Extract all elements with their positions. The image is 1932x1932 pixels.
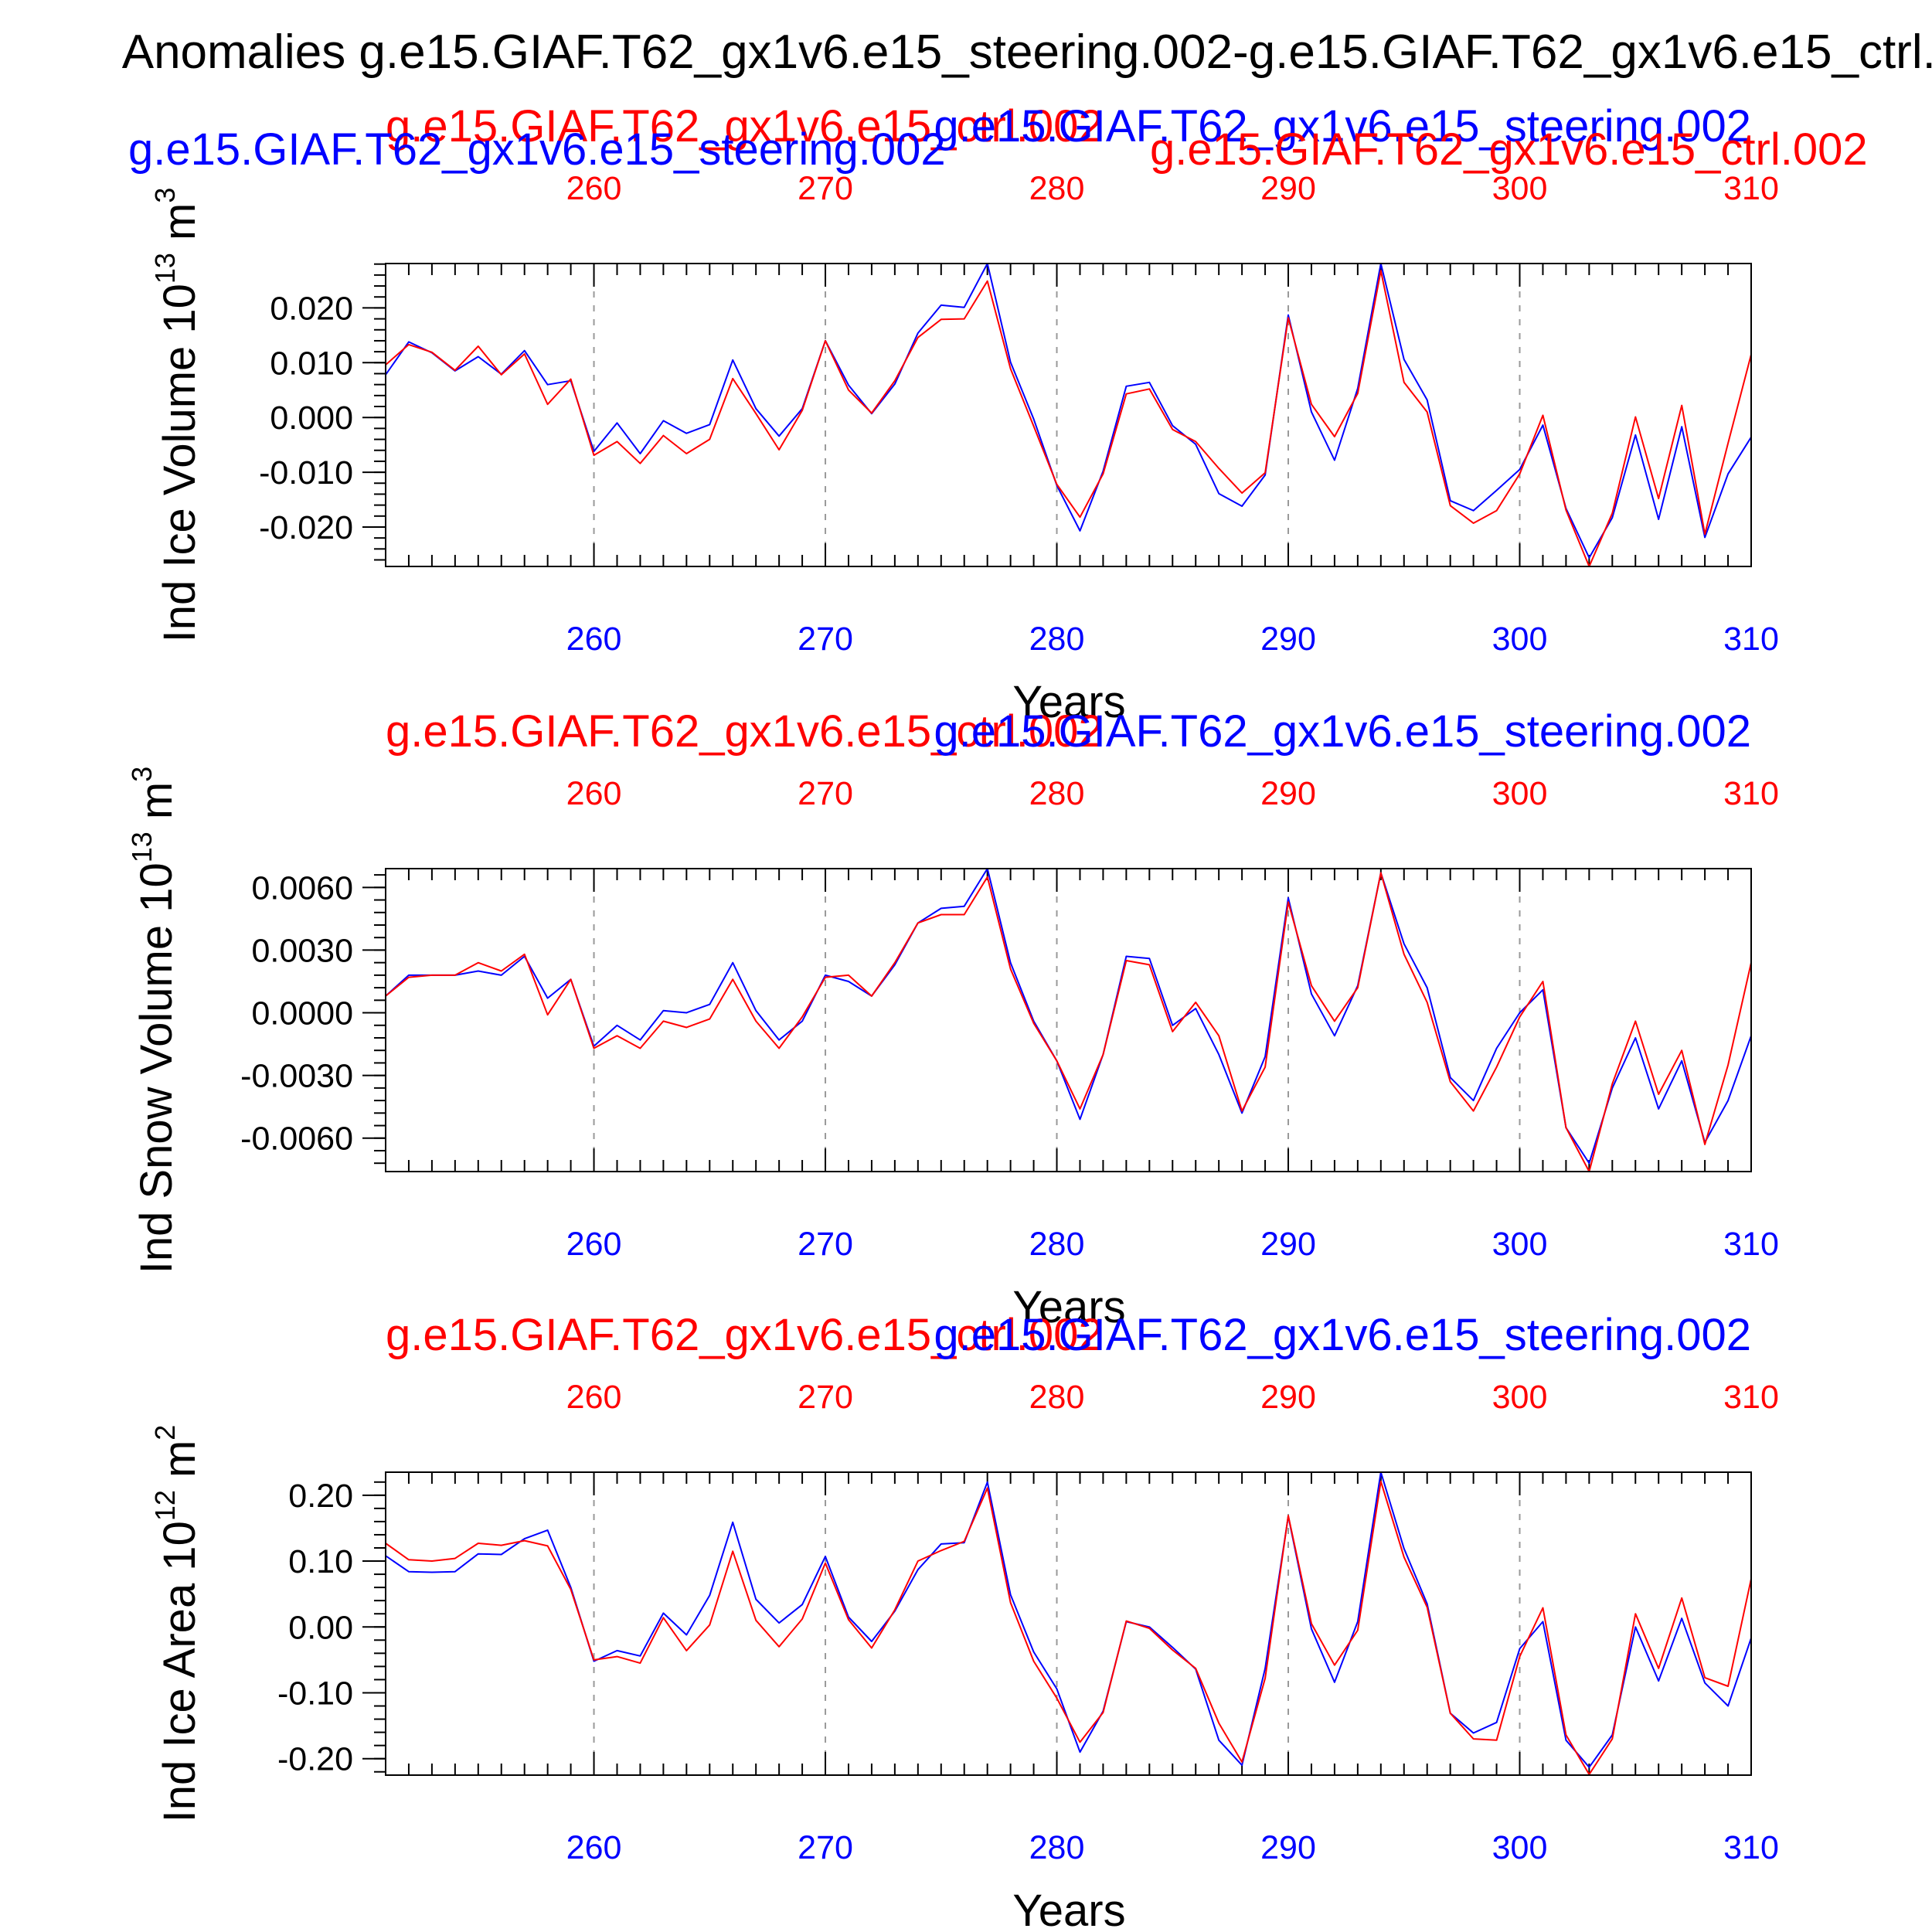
series-line-ctrl: [385, 1480, 1752, 1776]
x-tick-label-bottom: 270: [798, 1829, 853, 1866]
series-line-steering: [385, 868, 1752, 1165]
x-tick-label-top: 280: [1029, 170, 1085, 207]
y-tick-label: 0.0000: [251, 995, 353, 1032]
y-axis-title-part: Ind Ice Area 10: [155, 1521, 205, 1822]
chart-panel-1: -0.020 -0.010 0.000 0.010 0.020 260 260 270 270 2…: [128, 101, 1868, 727]
x-tick-label-bottom: 280: [1029, 621, 1085, 658]
y-tick-label: -0.10: [277, 1675, 353, 1712]
x-axis-title: Years: [1012, 677, 1125, 727]
x-tick-label-bottom: 290: [1260, 1226, 1316, 1263]
x-tick-label-top: 310: [1723, 170, 1779, 207]
x-tick-label-top: 270: [798, 775, 853, 812]
x-tick-label-bottom: 290: [1260, 621, 1316, 658]
chart-panel-2: -0.0060 -0.0030 0.0000 0.0030 0.0060 260 260 27…: [126, 706, 1779, 1332]
y-axis-title-part: 3: [126, 767, 158, 782]
y-tick-label: -0.0060: [240, 1121, 353, 1158]
x-tick-label-bottom: 310: [1723, 1226, 1779, 1263]
x-tick-label-top: 280: [1029, 775, 1085, 812]
panels: -0.020 -0.010 0.000 0.010 0.020 260 260 270 270 2…: [126, 101, 1868, 1932]
x-tick-label-bottom: 290: [1260, 1829, 1316, 1866]
y-axis-title-part: Ind Snow Volume 10: [131, 862, 182, 1274]
x-tick-label-top: 260: [566, 775, 622, 812]
series-line-steering: [385, 263, 1752, 559]
chart-panel-3: -0.20 -0.10 0.00 0.10 0.20 260 260 270 270 280 280…: [149, 1310, 1779, 1932]
y-axis-title-part: Ind Ice Volume 10: [155, 284, 205, 642]
y-axis-title-part: 3: [149, 188, 181, 203]
y-axis-title-part: 12: [149, 1490, 181, 1521]
y-axis-title-part: 13: [149, 253, 181, 284]
series-line-ctrl: [385, 270, 1752, 567]
x-tick-label-bottom: 280: [1029, 1226, 1085, 1263]
y-tick-label: 0.0030: [251, 932, 353, 969]
y-tick-label: 0.000: [270, 400, 353, 437]
y-axis-title: Ind Ice Area 1012 m2: [149, 1425, 205, 1823]
x-tick-label-bottom: 300: [1492, 1829, 1548, 1866]
x-tick-label-bottom: 260: [566, 1226, 622, 1263]
x-tick-label-top: 270: [798, 1379, 853, 1416]
x-tick-label-bottom: 310: [1723, 621, 1779, 658]
x-axis-title: Years: [1012, 1886, 1125, 1932]
plot-frame: [385, 1471, 1752, 1776]
x-tick-label-bottom: 270: [798, 1226, 853, 1263]
x-tick-label-top: 310: [1723, 775, 1779, 812]
x-tick-label-top: 280: [1029, 1379, 1085, 1416]
y-axis-title-part: m: [155, 1440, 205, 1490]
series-line-steering: [385, 1471, 1752, 1768]
x-tick-label-bottom: 310: [1723, 1829, 1779, 1866]
x-tick-label-top: 290: [1260, 775, 1316, 812]
top-label-steering: g.e15.GIAF.T62_gx1v6.e15_steering.002: [934, 706, 1751, 757]
x-tick-label-top: 260: [566, 170, 622, 207]
main-title: Anomalies g.e15.GIAF.T62_gx1v6.e15_steer…: [122, 26, 1932, 79]
y-tick-label: 0.10: [288, 1543, 353, 1580]
x-tick-label-top: 300: [1492, 775, 1548, 812]
top-label-ctrl: g.e15.GIAF.T62_gx1v6.e15_ctrl.002: [386, 101, 1104, 151]
x-axis-title: Years: [1012, 1282, 1125, 1332]
extra-label-steering: g.e15.GIAF.T62_gx1v6.e15_steering.002: [128, 124, 946, 175]
y-tick-label: -0.20: [277, 1741, 353, 1778]
y-axis-title-part: 2: [149, 1425, 181, 1440]
x-tick-label-bottom: 280: [1029, 1829, 1085, 1866]
x-tick-label-bottom: 270: [798, 621, 853, 658]
x-tick-label-bottom: 260: [566, 1829, 622, 1866]
y-tick-label: 0.010: [270, 345, 353, 382]
extra-label-ctrl: g.e15.GIAF.T62_gx1v6.e15_ctrl.002: [1150, 124, 1868, 175]
y-axis-title: Ind Ice Volume 1013 m3: [149, 188, 205, 643]
x-tick-label-bottom: 300: [1492, 1226, 1548, 1263]
y-tick-label: -0.0030: [240, 1058, 353, 1095]
x-tick-label-top: 290: [1260, 170, 1316, 207]
y-axis-title: Ind Snow Volume 1013 m3: [126, 767, 182, 1274]
top-label-ctrl: g.e15.GIAF.T62_gx1v6.e15_ctrl.002: [386, 1310, 1104, 1360]
top-label-ctrl: g.e15.GIAF.T62_gx1v6.e15_ctrl.002: [386, 706, 1104, 757]
y-tick-label: 0.0060: [251, 869, 353, 906]
x-tick-label-top: 260: [566, 1379, 622, 1416]
top-label-steering: g.e15.GIAF.T62_gx1v6.e15_steering.002: [934, 1310, 1751, 1360]
plot-frame: [385, 868, 1752, 1172]
y-tick-label: -0.010: [259, 454, 353, 492]
x-tick-label-top: 310: [1723, 1379, 1779, 1416]
plot-frame: [385, 263, 1752, 567]
y-axis-title-part: m: [155, 203, 205, 253]
x-tick-label-bottom: 260: [566, 621, 622, 658]
y-axis-title-part: 13: [126, 832, 158, 862]
series-line-ctrl: [385, 872, 1752, 1172]
y-axis-title-part: m: [131, 782, 182, 832]
x-tick-label-top: 300: [1492, 1379, 1548, 1416]
y-tick-label: -0.020: [259, 509, 353, 546]
x-tick-label-bottom: 300: [1492, 621, 1548, 658]
y-tick-label: 0.00: [288, 1609, 353, 1646]
y-tick-label: 0.020: [270, 290, 353, 327]
x-tick-label-top: 290: [1260, 1379, 1316, 1416]
top-label-steering: g.e15.GIAF.T62_gx1v6.e15_steering.002: [934, 101, 1751, 151]
y-tick-label: 0.20: [288, 1478, 353, 1515]
x-tick-label-top: 270: [798, 170, 853, 207]
x-tick-label-top: 300: [1492, 170, 1548, 207]
